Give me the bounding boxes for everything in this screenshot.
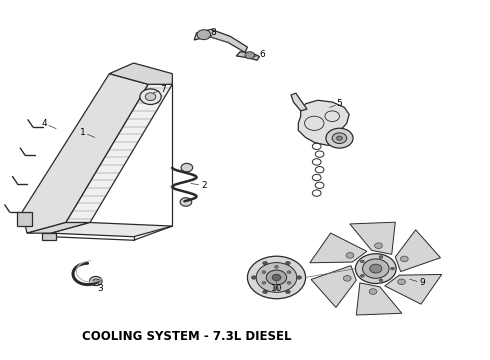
Polygon shape — [109, 63, 172, 84]
Circle shape — [197, 30, 211, 40]
Circle shape — [285, 261, 290, 265]
Polygon shape — [51, 222, 172, 237]
Circle shape — [256, 262, 297, 292]
Circle shape — [247, 256, 306, 299]
Circle shape — [379, 256, 383, 258]
Circle shape — [369, 264, 382, 273]
Polygon shape — [385, 274, 441, 304]
Circle shape — [363, 259, 389, 278]
Circle shape — [90, 276, 102, 285]
Text: 7: 7 — [160, 85, 166, 94]
Circle shape — [343, 275, 351, 281]
Circle shape — [391, 267, 394, 270]
Circle shape — [360, 274, 364, 277]
Text: 2: 2 — [201, 181, 207, 190]
Circle shape — [245, 52, 255, 59]
Polygon shape — [194, 30, 247, 53]
Circle shape — [379, 279, 383, 282]
Circle shape — [274, 287, 278, 289]
Polygon shape — [17, 212, 32, 226]
Circle shape — [398, 279, 405, 285]
Circle shape — [400, 256, 408, 262]
Circle shape — [263, 290, 268, 294]
Polygon shape — [311, 266, 356, 307]
Circle shape — [263, 261, 268, 265]
Polygon shape — [236, 52, 260, 60]
Circle shape — [262, 271, 266, 274]
Circle shape — [285, 290, 290, 294]
Circle shape — [140, 89, 161, 104]
Circle shape — [287, 271, 291, 274]
Polygon shape — [356, 283, 402, 315]
Circle shape — [180, 198, 192, 206]
Circle shape — [145, 93, 156, 100]
Circle shape — [326, 128, 353, 148]
Text: 6: 6 — [259, 50, 265, 59]
Polygon shape — [66, 84, 172, 222]
Polygon shape — [310, 233, 367, 263]
Polygon shape — [22, 74, 148, 233]
Circle shape — [369, 289, 377, 294]
Polygon shape — [395, 230, 441, 271]
Circle shape — [262, 282, 266, 284]
Circle shape — [297, 276, 301, 279]
Circle shape — [274, 265, 278, 268]
Circle shape — [360, 260, 364, 263]
Circle shape — [287, 282, 291, 284]
Polygon shape — [350, 222, 395, 254]
Polygon shape — [42, 233, 56, 240]
Text: 9: 9 — [419, 278, 425, 287]
Circle shape — [272, 274, 281, 281]
Circle shape — [332, 133, 347, 144]
Text: 1: 1 — [80, 128, 86, 137]
Circle shape — [181, 163, 193, 172]
Text: 5: 5 — [337, 99, 343, 108]
Text: 4: 4 — [41, 119, 47, 128]
Circle shape — [267, 270, 287, 285]
Polygon shape — [291, 93, 307, 111]
Polygon shape — [27, 222, 90, 233]
Text: COOLING SYSTEM - 7.3L DIESEL: COOLING SYSTEM - 7.3L DIESEL — [82, 330, 292, 343]
Circle shape — [251, 276, 256, 279]
Polygon shape — [298, 100, 352, 145]
Text: 3: 3 — [97, 284, 102, 293]
Circle shape — [93, 279, 98, 283]
Circle shape — [375, 243, 382, 248]
Text: 10: 10 — [271, 284, 282, 293]
Circle shape — [337, 136, 343, 140]
Circle shape — [355, 254, 396, 283]
Text: 8: 8 — [211, 28, 217, 37]
Circle shape — [346, 253, 354, 258]
